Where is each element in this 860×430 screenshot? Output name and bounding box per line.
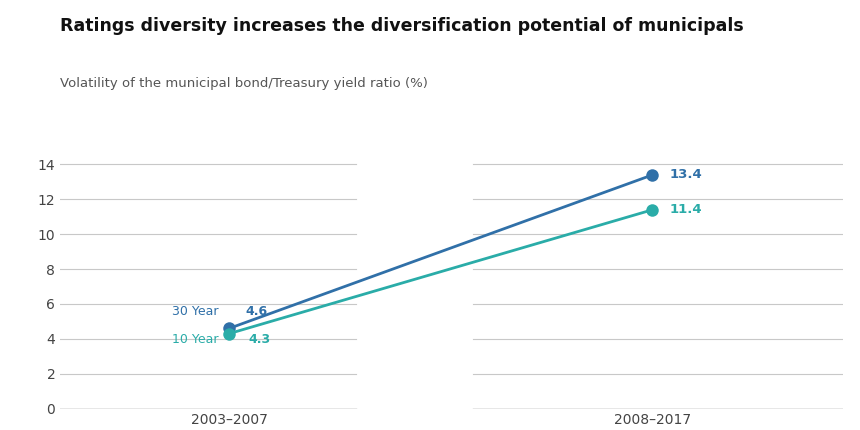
Text: 13.4: 13.4 (669, 169, 702, 181)
Text: 11.4: 11.4 (669, 203, 702, 216)
Text: Ratings diversity increases the diversification potential of municipals: Ratings diversity increases the diversif… (60, 17, 744, 35)
Text: 4.6: 4.6 (245, 305, 267, 318)
Text: 10 Year: 10 Year (172, 333, 223, 346)
Text: 4.3: 4.3 (249, 333, 271, 346)
Text: 30 Year: 30 Year (172, 305, 223, 318)
Text: Volatility of the municipal bond/Treasury yield ratio (%): Volatility of the municipal bond/Treasur… (60, 77, 428, 90)
